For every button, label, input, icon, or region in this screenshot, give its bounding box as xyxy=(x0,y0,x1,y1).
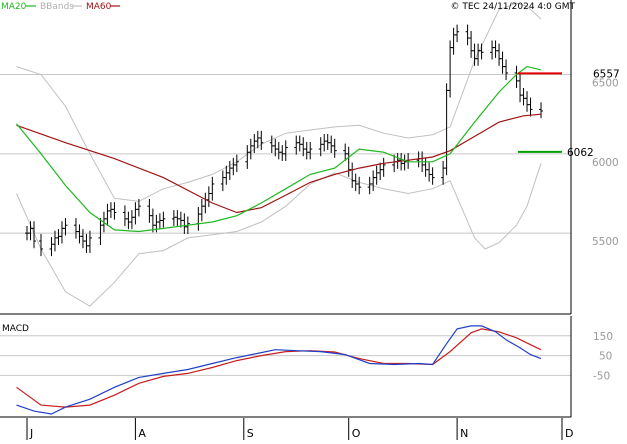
macd-grid xyxy=(0,335,571,376)
ma60-line xyxy=(16,113,542,214)
time-axis xyxy=(26,418,563,440)
price-bar xyxy=(259,130,264,150)
price-bar xyxy=(210,176,215,201)
copyright-text: © TEC 24/11/2024 4:0 GMT xyxy=(450,2,575,12)
price-bar xyxy=(504,59,509,81)
price-bar xyxy=(539,102,544,119)
price-bar xyxy=(112,202,117,220)
macd-tick-label: 150 xyxy=(593,331,613,343)
bollinger-lower-line xyxy=(16,163,542,307)
price-tick-label: 6000 xyxy=(592,157,619,169)
price-bar xyxy=(332,138,337,158)
macd-line xyxy=(16,325,542,415)
price-bar xyxy=(479,43,484,60)
price-bar xyxy=(455,24,460,43)
ma20-line xyxy=(16,65,542,233)
bollinger-upper-line xyxy=(16,2,542,202)
month-tick-label: A xyxy=(138,427,146,440)
month-tick-label: J xyxy=(29,427,33,440)
support-level-label: 6062 xyxy=(567,147,594,159)
month-tick-label: N xyxy=(460,427,468,440)
price-bar xyxy=(31,221,36,249)
price-bar xyxy=(38,233,43,257)
legend: MA20 BBands MA60 xyxy=(1,2,120,12)
resistance-level-label: 6557 xyxy=(593,68,620,80)
price-bar xyxy=(234,154,239,173)
legend-ma60-label: MA60 xyxy=(86,2,112,12)
price-bar xyxy=(357,176,362,195)
month-tick-label: S xyxy=(247,427,254,440)
month-tick-label: D xyxy=(565,427,573,440)
macd-title: MACD xyxy=(2,324,29,334)
price-bar xyxy=(161,211,166,228)
legend-bbands-label: BBands xyxy=(40,2,74,12)
price-bar xyxy=(528,97,533,117)
price-tick-label: 5500 xyxy=(592,236,619,248)
macd-tick-label: 50 xyxy=(599,351,612,363)
price-bar xyxy=(87,230,92,253)
macd-tick-label: -50 xyxy=(593,370,610,382)
price-bar xyxy=(136,199,141,217)
price-bar xyxy=(430,167,435,185)
price-bars xyxy=(25,24,544,257)
month-tick-label: O xyxy=(352,427,361,440)
price-bar xyxy=(283,140,288,161)
legend-ma20-label: MA20 xyxy=(1,2,27,12)
price-bar xyxy=(381,157,386,177)
price-bar xyxy=(308,141,313,160)
price-tick-label: 6500 xyxy=(592,77,619,89)
price-bar xyxy=(63,218,68,236)
